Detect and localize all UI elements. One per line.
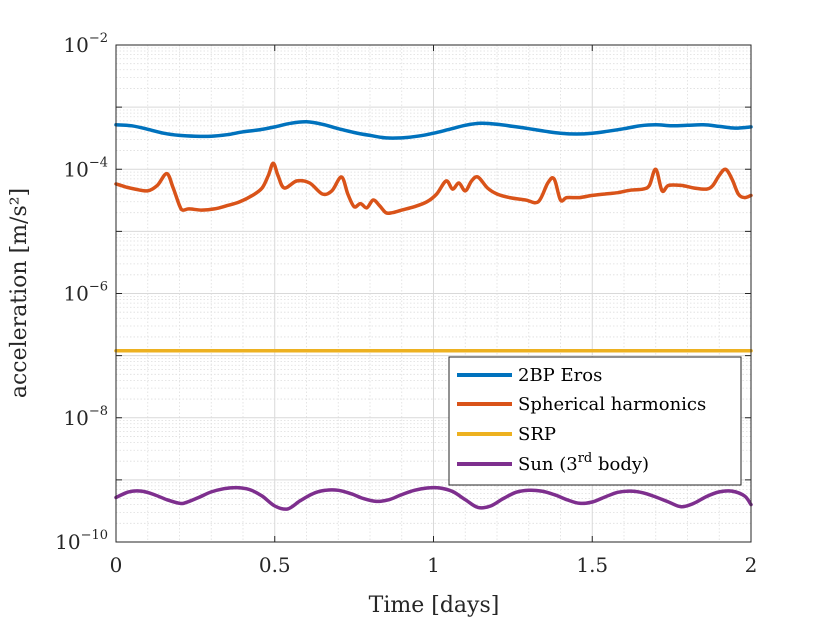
x-tick-label: 1 xyxy=(427,553,440,577)
x-axis-label: Time [days] xyxy=(369,593,500,618)
x-tick-labels: 0 0.5 1 1.5 2 xyxy=(110,553,758,577)
plot-frame xyxy=(115,44,752,543)
legend-label-spherical-harmonics: Spherical harmonics xyxy=(518,394,706,415)
x-tick-label: 1.5 xyxy=(576,553,608,577)
legend-label-srp: SRP xyxy=(518,424,556,445)
y-tick-labels: 10−2 10−4 10−6 10−8 10−10 xyxy=(55,31,108,554)
series-line-spherical-harmonics xyxy=(114,161,753,216)
series-line-sun-3rd-body xyxy=(114,485,753,511)
x-tick-label: 0 xyxy=(110,553,123,577)
series-line-2bp-eros xyxy=(114,120,753,140)
y-axis-label: acceleration [m/s²] xyxy=(7,188,32,398)
y-tick-label: 10−2 xyxy=(63,31,108,57)
y-tick-label: 10−10 xyxy=(55,528,108,554)
legend: 2BP Eros Spherical harmonics SRP Sun (3r… xyxy=(448,356,742,486)
y-tick-label: 10−6 xyxy=(63,280,108,306)
x-tick-label: 2 xyxy=(745,553,758,577)
legend-label-sun-third-body: Sun (3rd body) xyxy=(518,451,649,475)
series-layer xyxy=(114,120,753,511)
y-tick-label: 10−8 xyxy=(63,404,108,430)
y-tick-label: 10−4 xyxy=(63,155,108,181)
x-tick-label: 0.5 xyxy=(259,553,291,577)
legend-label-2bp-eros: 2BP Eros xyxy=(518,365,602,386)
